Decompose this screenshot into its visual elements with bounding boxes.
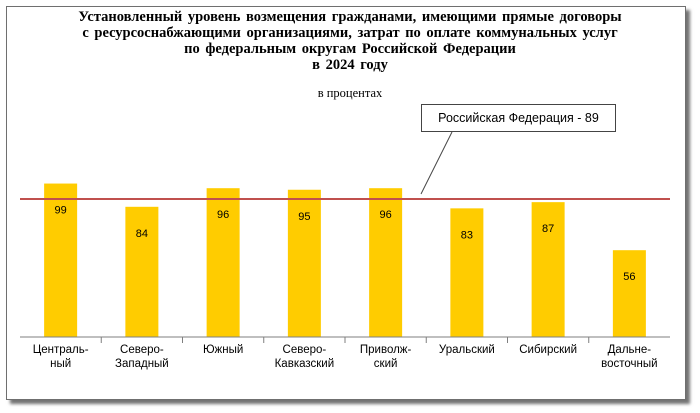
data-label: 83 <box>461 229 473 241</box>
category-label: Западный <box>115 358 169 370</box>
data-label: 56 <box>623 271 635 283</box>
data-label: 87 <box>542 223 554 235</box>
reference-callout: Российская Федерация - 89 <box>421 104 616 132</box>
category-label: Северо- <box>283 344 327 356</box>
data-label: 84 <box>136 228 148 240</box>
title-line-1: Установленный уровень возмещения граждан… <box>78 9 622 25</box>
title-line-2: с ресурсоснабжающими организациями, затр… <box>82 25 618 41</box>
chart-subtitle: в процентах <box>317 86 383 100</box>
category-label: Приволж- <box>360 344 412 356</box>
category-label: Уральский <box>439 344 495 356</box>
bar <box>287 189 321 337</box>
reference-label: Российская Федерация - 89 <box>438 111 599 125</box>
callout-pointer <box>420 131 453 195</box>
chart-title: Установленный уровень возмещения граждан… <box>0 9 700 73</box>
category-label: ный <box>50 358 71 370</box>
category-label: восточный <box>601 358 657 370</box>
category-label: Централь- <box>33 344 89 356</box>
bar <box>206 188 240 337</box>
category-label: Северо- <box>120 344 164 356</box>
bar <box>612 250 646 337</box>
title-line-3: по федеральным округам Российской Федера… <box>184 41 516 57</box>
data-label: 99 <box>55 205 67 217</box>
category-label: Сибирский <box>519 344 577 356</box>
category-label: Кавказский <box>275 358 335 370</box>
category-label: Дальне- <box>608 344 652 356</box>
category-label: Южный <box>203 344 243 356</box>
bar <box>531 202 565 337</box>
bar <box>369 188 403 337</box>
title-line-4: в 2024 году <box>312 57 388 73</box>
bar <box>450 208 484 337</box>
data-label: 96 <box>217 209 229 221</box>
data-label: 96 <box>380 209 392 221</box>
data-label: 95 <box>298 211 310 223</box>
bar <box>125 206 159 337</box>
bar <box>44 183 78 337</box>
chart-frame <box>6 6 686 400</box>
category-label: ский <box>374 358 398 370</box>
